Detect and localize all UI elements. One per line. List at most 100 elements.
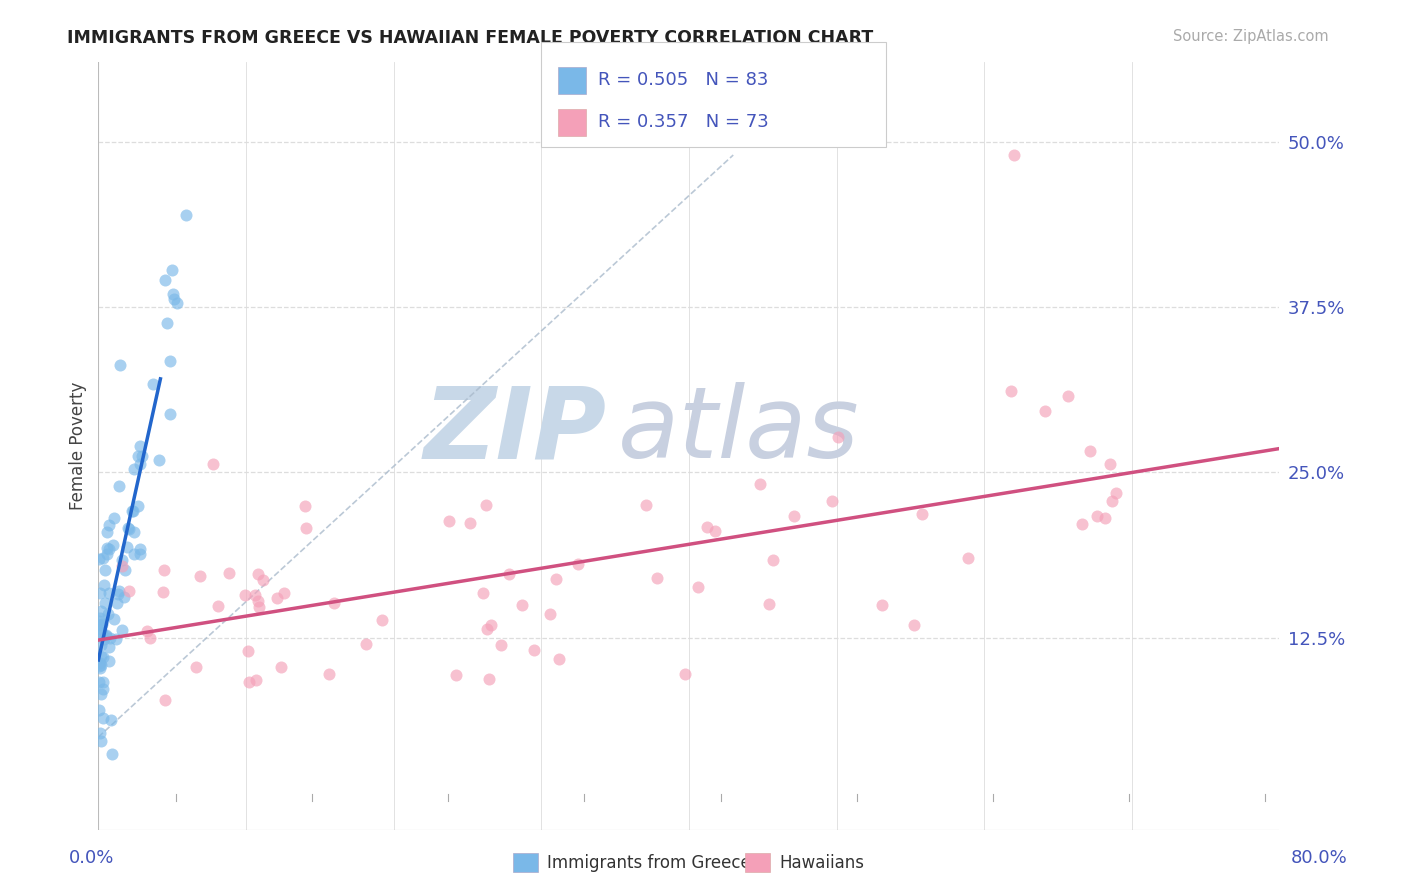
Point	[479, 617, 502, 632]
Point	[247, 566, 270, 581]
Point	[122, 462, 145, 476]
Point	[89, 552, 111, 566]
Point	[238, 674, 260, 689]
Point	[105, 632, 128, 646]
Point	[1085, 509, 1108, 524]
Point	[89, 586, 111, 600]
Point	[89, 661, 111, 675]
Point	[243, 588, 266, 602]
Point	[89, 618, 111, 632]
Point	[156, 316, 179, 330]
Point	[90, 624, 112, 639]
Point	[475, 499, 498, 513]
Point	[94, 596, 117, 610]
Point	[98, 542, 121, 557]
Point	[478, 672, 501, 686]
Text: atlas: atlas	[619, 382, 859, 479]
Point	[107, 478, 129, 492]
Point	[118, 584, 141, 599]
Point	[207, 599, 229, 614]
Point	[634, 498, 657, 512]
Point	[758, 597, 780, 611]
Point	[538, 607, 561, 621]
Point	[458, 516, 481, 531]
Point	[523, 643, 546, 657]
Point	[270, 660, 292, 674]
Point	[162, 286, 184, 301]
Point	[567, 557, 589, 571]
Point	[1099, 457, 1122, 471]
Point	[510, 598, 533, 612]
Point	[107, 584, 129, 599]
Point	[105, 596, 128, 610]
Point	[90, 603, 112, 617]
Point	[103, 612, 125, 626]
Point	[114, 562, 136, 576]
Point	[1101, 494, 1123, 508]
Point	[437, 514, 460, 528]
Point	[94, 627, 117, 641]
Point	[107, 587, 129, 601]
Point	[111, 553, 134, 567]
Point	[153, 692, 176, 706]
Point	[101, 747, 124, 761]
Point	[371, 613, 394, 627]
Point	[273, 586, 295, 600]
Point	[90, 734, 112, 748]
Point	[111, 623, 134, 637]
Point	[159, 407, 181, 421]
Point	[117, 521, 139, 535]
Point	[1078, 443, 1101, 458]
Point	[89, 659, 111, 673]
Point	[174, 208, 197, 222]
Point	[93, 632, 115, 647]
Point	[112, 591, 135, 605]
Point	[91, 711, 114, 725]
Point	[783, 509, 806, 524]
Point	[90, 687, 112, 701]
Point	[645, 571, 668, 585]
Point	[122, 525, 145, 540]
Point	[108, 358, 131, 372]
Point	[89, 657, 111, 671]
Point	[245, 673, 267, 688]
Point	[96, 525, 118, 540]
Point	[247, 593, 270, 607]
Point	[98, 654, 121, 668]
Point	[122, 504, 145, 518]
Point	[155, 272, 177, 286]
Point	[188, 568, 211, 582]
Point	[1002, 148, 1025, 162]
Point	[93, 578, 115, 592]
Point	[548, 651, 571, 665]
Point	[1057, 389, 1080, 403]
Point	[1000, 384, 1022, 398]
Point	[128, 457, 150, 471]
Point	[218, 566, 240, 581]
Point	[472, 586, 495, 600]
Point	[100, 713, 122, 727]
Point	[90, 638, 112, 652]
Point	[91, 674, 114, 689]
Point	[163, 292, 186, 306]
Point	[1070, 517, 1092, 532]
Point	[131, 449, 153, 463]
Point	[956, 550, 979, 565]
Point	[117, 522, 139, 536]
Point	[97, 607, 120, 622]
Point	[475, 622, 498, 636]
Point	[152, 563, 174, 577]
Point	[166, 295, 188, 310]
Point	[90, 648, 112, 663]
Text: R = 0.357   N = 73: R = 0.357 N = 73	[598, 113, 768, 131]
Text: Source: ZipAtlas.com: Source: ZipAtlas.com	[1173, 29, 1329, 44]
Text: 80.0%: 80.0%	[1291, 849, 1347, 867]
Point	[103, 511, 125, 525]
Point	[98, 517, 121, 532]
Point	[354, 637, 377, 651]
Y-axis label: Female Poverty: Female Poverty	[69, 382, 87, 510]
Point	[544, 572, 567, 586]
Point	[444, 668, 467, 682]
Text: R = 0.505   N = 83: R = 0.505 N = 83	[598, 71, 768, 89]
Point	[128, 547, 150, 561]
